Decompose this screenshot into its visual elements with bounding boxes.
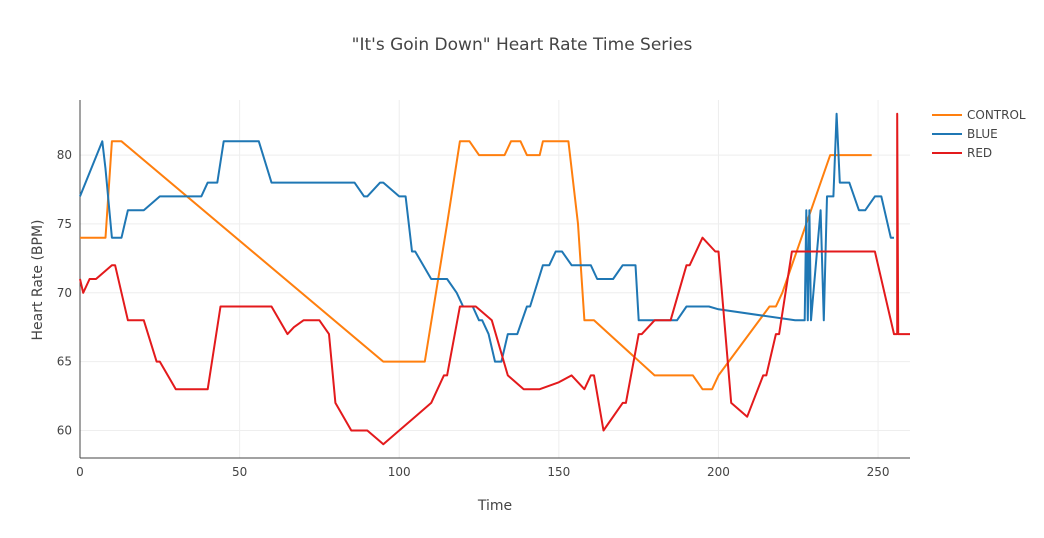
series-line-red [79,112,910,446]
y-tick-label: 80 [57,148,72,162]
grid [80,100,910,458]
y-tick-label: 75 [57,217,72,231]
legend-item-control[interactable]: CONTROL [932,108,1026,122]
axes [79,100,910,459]
legend-item-red[interactable]: RED [932,146,992,160]
x-axis-label: Time [477,498,512,514]
x-tick-label: 0 [76,465,84,479]
legend-label: CONTROL [967,108,1026,122]
tick-labels: 60 65 70 75 80 0 50 100 150 200 250 [57,148,890,479]
y-axis-label: Heart Rate (BPM) [30,219,46,340]
series-lines [79,112,910,446]
x-tick-label: 200 [707,465,730,479]
x-tick-label: 50 [232,465,247,479]
chart-title: "It's Goin Down" Heart Rate Time Series [352,35,693,55]
x-tick-label: 150 [547,465,570,479]
x-tick-label: 250 [867,465,890,479]
y-tick-label: 60 [57,423,72,437]
y-tick-label: 65 [57,355,72,369]
series-line-blue [79,112,894,363]
legend-item-blue[interactable]: BLUE [932,127,998,141]
x-tick-label: 100 [388,465,411,479]
legend-label: BLUE [967,127,998,141]
series-line-control [80,140,872,391]
legend-label: RED [967,146,992,160]
y-tick-label: 70 [57,286,72,300]
legend[interactable]: CONTROL BLUE RED [932,108,1026,160]
